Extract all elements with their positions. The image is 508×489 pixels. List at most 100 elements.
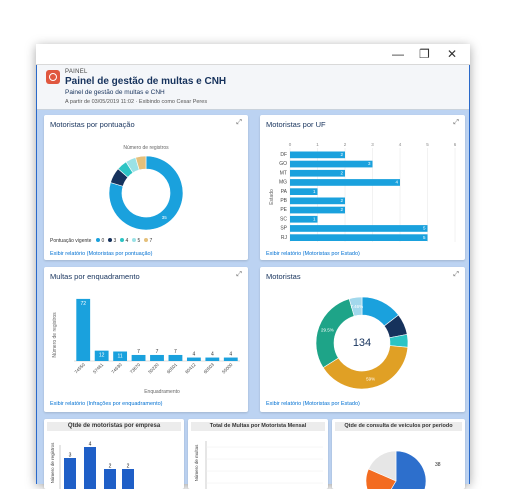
x-tick-label: 74630 — [110, 362, 123, 375]
card-title: Qtde de motoristas por empresa — [47, 422, 181, 431]
chart-pontuacao-ylabel: Número de registros — [123, 145, 169, 151]
x-tick-label: 60503 — [203, 362, 216, 375]
expand-icon[interactable]: ⤢ — [453, 271, 459, 278]
y-tick-label: MT — [280, 170, 287, 176]
expand-icon[interactable]: ⤢ — [236, 271, 242, 278]
bar-value-label: 2 — [340, 152, 343, 157]
x-tick-label: 2 — [344, 142, 347, 147]
bar — [94, 350, 109, 361]
x-tick-label: 60501 — [166, 362, 179, 375]
y-tick-label: PE — [280, 207, 287, 213]
bar — [113, 351, 128, 361]
y-tick-label: DF — [280, 152, 287, 158]
motoristas-slice-label: 29.5% — [321, 327, 334, 332]
page-meta: A partir de 03/05/2019 11:02 · Exibindo … — [65, 99, 208, 105]
expand-icon[interactable]: ⤢ — [236, 119, 242, 126]
bar — [290, 169, 345, 177]
card-consulta-veiculos: Qtde de consulta de veiculos por periodo… — [332, 419, 465, 489]
page-subtitle: Painel de gestão de multas e CNH — [65, 89, 165, 96]
card-title: Motoristas — [266, 272, 301, 281]
bar-value-label: 5 — [423, 235, 426, 240]
report-link-enquadramento[interactable]: Exibir relatório (Infrações por enquadra… — [50, 401, 163, 407]
chart-pontuacao: Número de registros 35 Pontuação vigente… — [50, 145, 184, 244]
motoristas-slice — [315, 298, 355, 369]
x-tick-label: 3 — [371, 142, 374, 147]
x-tick-label: 73670 — [129, 362, 142, 375]
chart-empresa: Número de registros 3 4 2 2 — [50, 442, 134, 489]
minimize-button[interactable]: — — [392, 47, 404, 61]
bar — [290, 179, 400, 186]
bar-value-label: 1 — [313, 189, 316, 194]
y-tick-label: PB — [280, 198, 287, 204]
bar-value-label: 4 — [395, 180, 398, 185]
bar-value-label: 4 — [229, 352, 232, 358]
bar-value-label: 1 — [313, 216, 316, 221]
report-link-uf[interactable]: Exibir relatório (Motoristas por Estado) — [266, 251, 360, 257]
report-link-motoristas[interactable]: Exibir relatório (Motoristas por Estado) — [266, 401, 360, 407]
dashboard-header: PAINEL Painel de gestão de multas e CNH … — [37, 65, 469, 110]
bar — [290, 206, 345, 214]
bar — [290, 188, 318, 195]
chart-consulta: 38 — [365, 450, 441, 489]
chart-enquadramento: Número de registros Enquadramento 727455… — [52, 298, 240, 395]
report-link-pontuacao[interactable]: Exibir relatório (Motoristas por pontuaç… — [50, 251, 153, 257]
y-tick-label: GO — [279, 161, 287, 167]
bar — [168, 354, 183, 361]
y-tick-label: SP — [280, 226, 287, 232]
bar — [122, 469, 134, 489]
bar-value-label: 72 — [80, 301, 86, 307]
card-motoristas-por-uf: Motoristas por UF ⤢ Estado 0 1 2 3 4 5 6 DF 2 GO 3… — [260, 115, 465, 260]
chart-mensal: Número de multas — [194, 441, 323, 489]
card-motoristas-por-empresa: Qtde de motoristas por empresa Número de… — [44, 419, 184, 489]
slice-value-label: 38 — [435, 462, 441, 468]
legend-label: 3 — [114, 238, 117, 244]
bar-value-label: 2 — [340, 170, 343, 175]
bar — [290, 215, 318, 223]
motoristas-slice-label: 7.46% — [350, 304, 363, 309]
bar — [290, 151, 345, 159]
bar — [76, 298, 91, 361]
x-tick-label: 5 — [426, 142, 429, 147]
bar — [223, 357, 238, 361]
y-tick-label: RJ — [281, 235, 288, 241]
bar — [290, 225, 428, 232]
legend-marker — [120, 238, 124, 242]
legend-title: Pontuação vigente — [50, 238, 92, 244]
bar-value-label: 2 — [109, 464, 112, 470]
legend-label: 5 — [138, 238, 141, 244]
bar — [104, 469, 116, 489]
chart-enquadramento-ylabel: Número de registros — [52, 312, 58, 358]
legend-marker — [108, 238, 112, 242]
motoristas-slice — [348, 296, 363, 317]
card-motoristas: Motoristas ⤢ 59% 29.5% 7.46% 134 Exibir re… — [260, 267, 465, 412]
bar-value-label: 4 — [211, 352, 214, 358]
restore-button[interactable]: ❐ — [419, 47, 430, 61]
card-title: Multas por enquadramento — [50, 272, 140, 281]
chart-mensal-ylabel: Número de multas — [194, 444, 199, 482]
x-tick-label: 60412 — [184, 362, 197, 375]
motoristas-slice — [322, 345, 409, 390]
dashboard-window: — ❐ ✕ PAINEL Painel de gestão de multas … — [36, 44, 470, 489]
card-motoristas-por-pontuacao: Motoristas por pontuação ⤢ Número de reg… — [44, 115, 248, 260]
y-tick-label: PA — [281, 189, 288, 195]
pontuacao-slice-label: 35 — [162, 215, 168, 220]
pontuacao-slice — [108, 155, 184, 231]
header-type-label: PAINEL — [65, 69, 88, 75]
legend-label: 4 — [126, 238, 129, 244]
x-tick-label: 4 — [399, 142, 402, 147]
x-tick-label: 50220 — [147, 362, 160, 375]
card-multas-por-motorista-mensal: Total de Multas por Motorista Mensal Núm… — [188, 419, 328, 489]
close-button[interactable]: ✕ — [447, 47, 458, 61]
card-title: Motoristas por UF — [266, 120, 326, 129]
x-tick-label: 6 — [454, 142, 457, 147]
motoristas-slice-label: 59% — [366, 376, 375, 381]
legend-marker — [144, 238, 148, 242]
bar — [84, 447, 96, 489]
expand-icon[interactable]: ⤢ — [453, 119, 459, 126]
bar — [131, 354, 146, 361]
bar — [150, 354, 164, 361]
bar-value-label: 4 — [89, 442, 92, 448]
x-tick-label: 55000 — [221, 362, 234, 375]
card-multas-por-enquadramento: Multas por enquadramento ⤢ Número de reg… — [44, 267, 248, 412]
bar — [290, 160, 373, 168]
